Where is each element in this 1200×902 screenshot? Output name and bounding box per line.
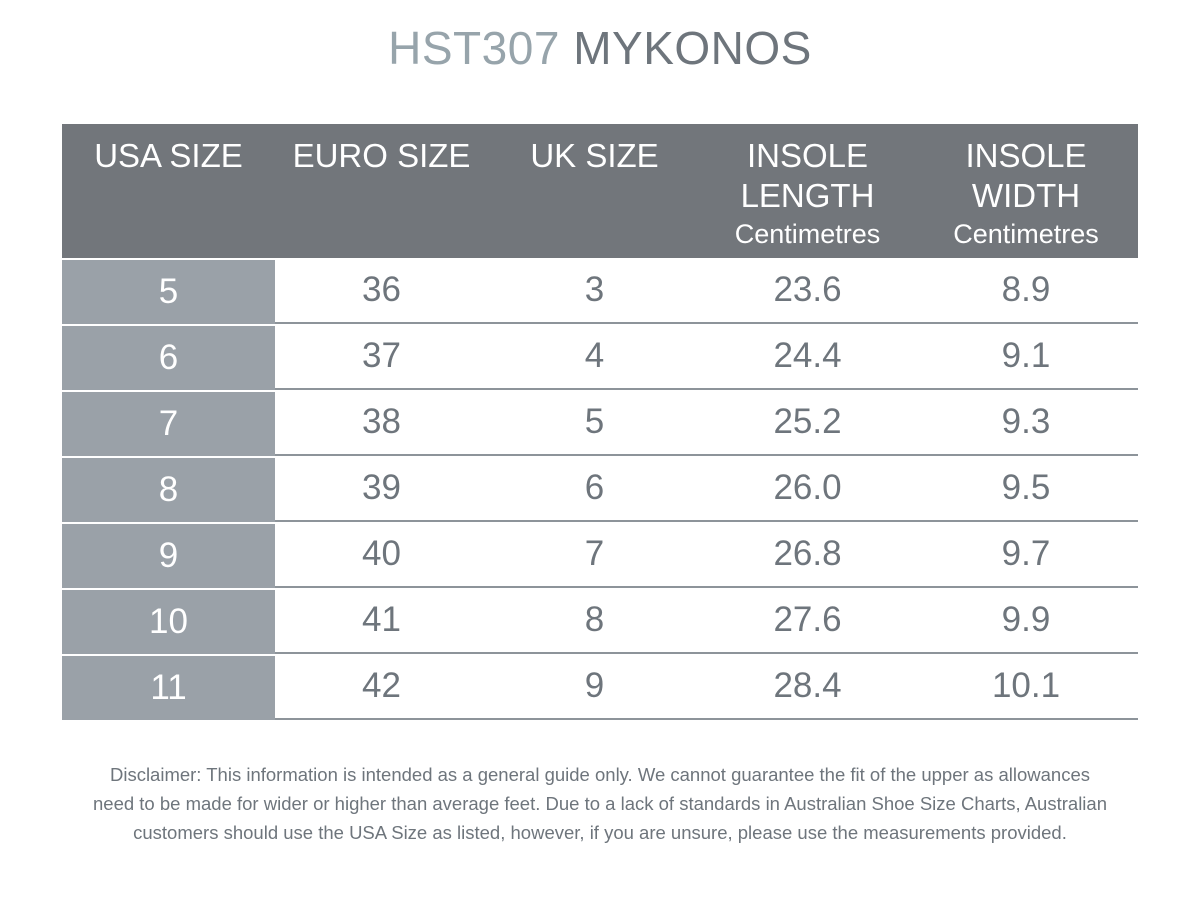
cell-euro-size: 36 [275, 258, 488, 324]
cell-uk-size: 3 [488, 258, 701, 324]
header-insole-length: INSOLE LENGTH Centimetres [701, 124, 914, 258]
cell-euro-size: 37 [275, 324, 488, 390]
table-row: 9 40 7 26.8 9.7 [62, 522, 1138, 588]
header-uk-size: UK SIZE [530, 137, 659, 174]
size-chart-table: USA SIZE EURO SIZE UK SIZE INSOLE LENGTH… [62, 124, 1138, 720]
cell-uk-size: 6 [488, 456, 701, 522]
cell-uk-size: 5 [488, 390, 701, 456]
cell-usa-size: 7 [62, 390, 275, 456]
product-code: HST307 [388, 22, 560, 74]
cell-euro-size: 39 [275, 456, 488, 522]
header-unit: Centimetres [734, 219, 881, 249]
header-unit: Centimetres [953, 219, 1099, 249]
cell-euro-size: 38 [275, 390, 488, 456]
cell-euro-size: 42 [275, 654, 488, 720]
cell-usa-size: 6 [62, 324, 275, 390]
cell-insole-length: 26.8 [701, 522, 914, 588]
disclaimer: Disclaimer: This information is intended… [40, 760, 1160, 847]
cell-insole-length: 25.2 [701, 390, 914, 456]
table-row: 6 37 4 24.4 9.1 [62, 324, 1138, 390]
table-row: 8 39 6 26.0 9.5 [62, 456, 1138, 522]
cell-insole-width: 9.7 [914, 522, 1138, 588]
cell-insole-length: 24.4 [701, 324, 914, 390]
table-row: 7 38 5 25.2 9.3 [62, 390, 1138, 456]
cell-insole-width: 9.9 [914, 588, 1138, 654]
cell-insole-length: 26.0 [701, 456, 914, 522]
disclaimer-line: need to be made for wider or higher than… [93, 793, 1107, 814]
disclaimer-line: customers should use the USA Size as lis… [133, 822, 1067, 843]
cell-uk-size: 4 [488, 324, 701, 390]
cell-insole-width: 10.1 [914, 654, 1138, 720]
table-row: 11 42 9 28.4 10.1 [62, 654, 1138, 720]
cell-usa-size: 10 [62, 588, 275, 654]
cell-usa-size: 8 [62, 456, 275, 522]
cell-euro-size: 40 [275, 522, 488, 588]
product-name: MYKONOS [573, 22, 812, 74]
table-header: USA SIZE EURO SIZE UK SIZE INSOLE LENGTH… [62, 124, 1138, 258]
disclaimer-line: Disclaimer: This information is intended… [109, 764, 1091, 785]
header-insole-width: INSOLE WIDTH Centimetres [914, 124, 1138, 258]
table-row: 5 36 3 23.6 8.9 [62, 258, 1138, 324]
table-row: 10 41 8 27.6 9.9 [62, 588, 1138, 654]
cell-euro-size: 41 [275, 588, 488, 654]
cell-insole-length: 28.4 [701, 654, 914, 720]
cell-insole-length: 23.6 [701, 258, 914, 324]
cell-usa-size: 9 [62, 522, 275, 588]
cell-insole-length: 27.6 [701, 588, 914, 654]
cell-usa-size: 11 [62, 654, 275, 720]
page-title: HST307 MYKONOS [0, 18, 1200, 78]
cell-uk-size: 8 [488, 588, 701, 654]
cell-insole-width: 9.5 [914, 456, 1138, 522]
cell-uk-size: 7 [488, 522, 701, 588]
cell-insole-width: 8.9 [914, 258, 1138, 324]
cell-insole-width: 9.1 [914, 324, 1138, 390]
cell-usa-size: 5 [62, 258, 275, 324]
table-body: 5 36 3 23.6 8.9 6 37 4 24.4 9.1 7 38 5 2… [62, 258, 1138, 720]
cell-insole-width: 9.3 [914, 390, 1138, 456]
header-euro-size: EURO SIZE [292, 137, 471, 174]
cell-uk-size: 9 [488, 654, 701, 720]
header-usa-size: USA SIZE [94, 137, 243, 174]
